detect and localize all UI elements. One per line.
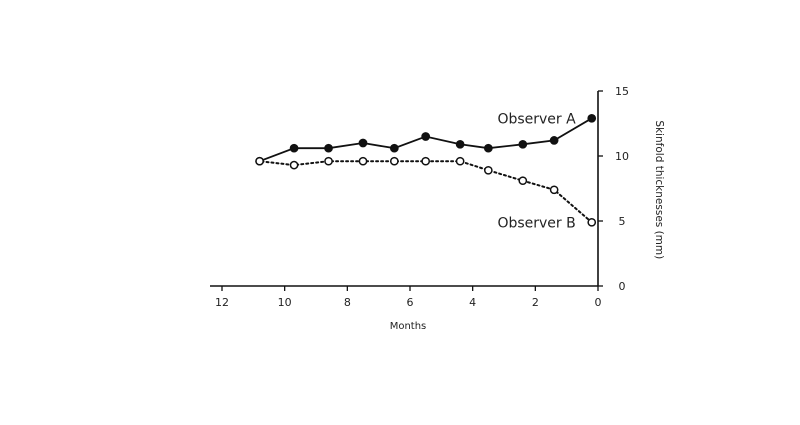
x-tick-label: 8 (344, 296, 351, 309)
data-point (421, 132, 431, 141)
y-axis-label: Skinfold thicknesses (mm) (653, 120, 665, 259)
axes-group (210, 91, 599, 287)
data-point (518, 139, 528, 149)
x-tick-label: 6 (407, 296, 414, 309)
data-point (389, 143, 399, 153)
x-tick-label: 4 (469, 296, 476, 309)
data-point (358, 156, 368, 166)
x-tick-label: 12 (215, 296, 229, 309)
data-point (324, 143, 333, 153)
data-point (518, 176, 528, 186)
data-point (483, 165, 493, 175)
series-observer-a: Observer A (255, 111, 597, 166)
series-line (258, 160, 593, 224)
data-point (483, 143, 493, 153)
data-point (455, 139, 465, 149)
data-point (324, 156, 333, 166)
x-tick-label: 0 (595, 296, 602, 309)
y-tick-label: 15 (615, 85, 629, 98)
data-point (421, 156, 431, 166)
data-point (255, 156, 264, 166)
data-point (587, 217, 597, 227)
y-tick-label: 5 (619, 215, 626, 228)
data-point (549, 185, 559, 195)
x-tick-label: 2 (532, 296, 539, 309)
data-point (389, 156, 399, 166)
data-point (289, 143, 299, 153)
x-axis-label: Months (390, 321, 427, 332)
data-point (289, 160, 299, 170)
data-point (455, 156, 465, 166)
data-point (549, 136, 559, 145)
series-observer-b: Observer B (255, 156, 597, 231)
series-group: Observer A Observer B (255, 111, 597, 231)
series-label: Observer A (497, 111, 576, 127)
y-ticks-group: 0 5 10 15 (598, 85, 629, 293)
series-label: Observer B (497, 215, 575, 231)
data-point (587, 113, 597, 123)
x-ticks-group: 0 2 4 6 8 10 12 (215, 286, 602, 309)
y-tick-label: 10 (615, 150, 629, 163)
y-tick-label: 0 (619, 280, 626, 293)
data-point (358, 138, 368, 148)
x-tick-label: 10 (278, 296, 292, 309)
